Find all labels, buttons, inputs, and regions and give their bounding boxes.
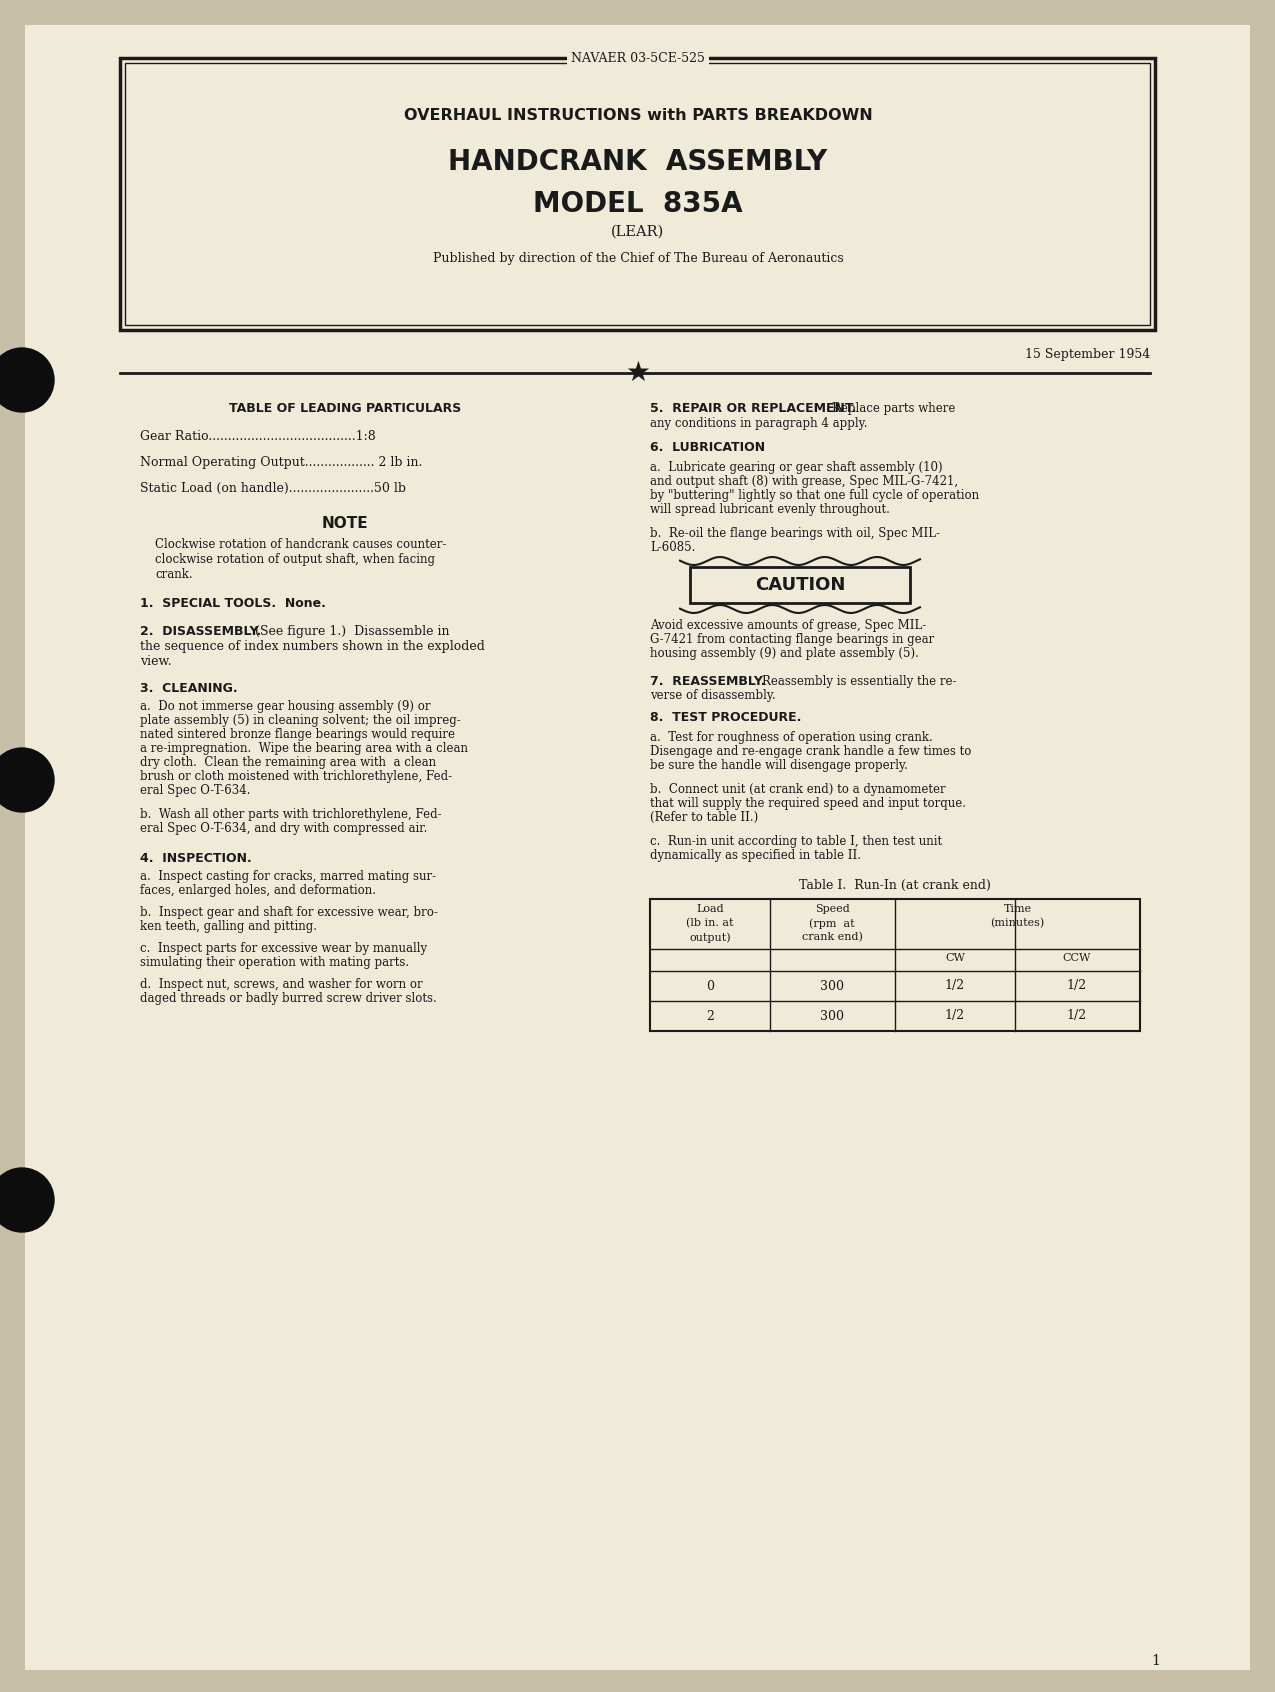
Text: Avoid excessive amounts of grease, Spec MIL-: Avoid excessive amounts of grease, Spec … <box>650 619 926 633</box>
Bar <box>650 898 1140 1030</box>
Text: 7.  REASSEMBLY.: 7. REASSEMBLY. <box>650 675 765 689</box>
Text: output): output) <box>690 932 731 942</box>
Text: b.  Re-oil the flange bearings with oil, Spec MIL-: b. Re-oil the flange bearings with oil, … <box>650 526 940 540</box>
Text: dynamically as specified in table II.: dynamically as specified in table II. <box>650 849 861 861</box>
Text: daged threads or badly burred screw driver slots.: daged threads or badly burred screw driv… <box>140 992 437 1005</box>
Text: Disengage and re-engage crank handle a few times to: Disengage and re-engage crank handle a f… <box>650 744 972 758</box>
Text: Reassembly is essentially the re-: Reassembly is essentially the re- <box>762 675 956 689</box>
Circle shape <box>0 349 54 411</box>
Text: Published by direction of the Chief of The Bureau of Aeronautics: Published by direction of the Chief of T… <box>432 252 843 266</box>
Text: a.  Inspect casting for cracks, marred mating sur-: a. Inspect casting for cracks, marred ma… <box>140 870 436 883</box>
Text: 3.  CLEANING.: 3. CLEANING. <box>140 682 237 695</box>
Text: L-6085.: L-6085. <box>650 541 695 553</box>
Text: (lb in. at: (lb in. at <box>686 919 733 929</box>
Text: by "buttering" lightly so that one full cycle of operation: by "buttering" lightly so that one full … <box>650 489 979 503</box>
Text: 4.  INSPECTION.: 4. INSPECTION. <box>140 853 251 865</box>
Text: clockwise rotation of output shaft, when facing: clockwise rotation of output shaft, when… <box>156 553 435 567</box>
Text: 1/2: 1/2 <box>945 1010 965 1022</box>
Text: the sequence of index numbers shown in the exploded: the sequence of index numbers shown in t… <box>140 640 484 653</box>
Text: Time: Time <box>1003 904 1031 914</box>
Text: nated sintered bronze flange bearings would require: nated sintered bronze flange bearings wo… <box>140 728 455 741</box>
Text: plate assembly (5) in cleaning solvent; the oil impreg-: plate assembly (5) in cleaning solvent; … <box>140 714 460 728</box>
Text: Table I.  Run-In (at crank end): Table I. Run-In (at crank end) <box>799 880 991 892</box>
Text: 2: 2 <box>706 1010 714 1022</box>
Text: housing assembly (9) and plate assembly (5).: housing assembly (9) and plate assembly … <box>650 646 919 660</box>
Text: (minutes): (minutes) <box>991 919 1044 929</box>
Text: 5.  REPAIR OR REPLACEMENT.: 5. REPAIR OR REPLACEMENT. <box>650 403 857 415</box>
Text: crank.: crank. <box>156 569 193 580</box>
Text: ★: ★ <box>626 359 650 387</box>
Text: ken teeth, galling and pitting.: ken teeth, galling and pitting. <box>140 920 317 932</box>
Text: G-7421 from contacting flange bearings in gear: G-7421 from contacting flange bearings i… <box>650 633 935 646</box>
Text: Gear Ratio......................................1:8: Gear Ratio..............................… <box>140 430 376 443</box>
Text: 1/2: 1/2 <box>1067 980 1088 993</box>
Bar <box>125 63 1150 325</box>
Text: NOTE: NOTE <box>321 516 368 531</box>
Text: 8.  TEST PROCEDURE.: 8. TEST PROCEDURE. <box>650 711 802 724</box>
Text: simulating their operation with mating parts.: simulating their operation with mating p… <box>140 956 409 970</box>
Text: 300: 300 <box>820 980 844 993</box>
Text: Static Load (on handle)......................50 lb: Static Load (on handle).................… <box>140 482 405 496</box>
Text: Normal Operating Output.................. 2 lb in.: Normal Operating Output.................… <box>140 457 422 469</box>
Text: brush or cloth moistened with trichlorethylene, Fed-: brush or cloth moistened with trichloret… <box>140 770 453 783</box>
Text: that will supply the required speed and input torque.: that will supply the required speed and … <box>650 797 966 810</box>
Text: 1/2: 1/2 <box>1067 1010 1088 1022</box>
Text: TABLE OF LEADING PARTICULARS: TABLE OF LEADING PARTICULARS <box>230 403 462 415</box>
Text: a.  Lubricate gearing or gear shaft assembly (10): a. Lubricate gearing or gear shaft assem… <box>650 460 942 474</box>
Text: CW: CW <box>945 953 965 963</box>
Text: Clockwise rotation of handcrank causes counter-: Clockwise rotation of handcrank causes c… <box>156 538 446 552</box>
Text: 1.  SPECIAL TOOLS.  None.: 1. SPECIAL TOOLS. None. <box>140 597 326 611</box>
Text: 15 September 1954: 15 September 1954 <box>1025 349 1150 360</box>
Text: (See figure 1.)  Disassemble in: (See figure 1.) Disassemble in <box>255 624 450 638</box>
Text: Load: Load <box>696 904 724 914</box>
Text: c.  Run-in unit according to table I, then test unit: c. Run-in unit according to table I, the… <box>650 834 942 848</box>
Text: Speed: Speed <box>815 904 849 914</box>
Text: MODEL  835A: MODEL 835A <box>533 190 743 218</box>
Text: crank end): crank end) <box>802 932 862 942</box>
Text: c.  Inspect parts for excessive wear by manually: c. Inspect parts for excessive wear by m… <box>140 942 427 954</box>
Text: (rpm  at: (rpm at <box>810 919 854 929</box>
Text: CCW: CCW <box>1063 953 1091 963</box>
Text: 1: 1 <box>1151 1655 1160 1668</box>
Text: any conditions in paragraph 4 apply.: any conditions in paragraph 4 apply. <box>650 416 867 430</box>
Text: d.  Inspect nut, screws, and washer for worn or: d. Inspect nut, screws, and washer for w… <box>140 978 422 992</box>
Text: 1/2: 1/2 <box>945 980 965 993</box>
Text: b.  Inspect gear and shaft for excessive wear, bro-: b. Inspect gear and shaft for excessive … <box>140 905 437 919</box>
Text: b.  Connect unit (at crank end) to a dynamometer: b. Connect unit (at crank end) to a dyna… <box>650 783 946 795</box>
Text: a.  Do not immerse gear housing assembly (9) or: a. Do not immerse gear housing assembly … <box>140 700 431 712</box>
Text: view.: view. <box>140 655 172 668</box>
Bar <box>690 567 910 602</box>
Text: CAUTION: CAUTION <box>755 575 845 594</box>
Text: 300: 300 <box>820 1010 844 1022</box>
Text: 6.  LUBRICATION: 6. LUBRICATION <box>650 442 765 453</box>
Text: 2.  DISASSEMBLY.: 2. DISASSEMBLY. <box>140 624 261 638</box>
Text: HANDCRANK  ASSEMBLY: HANDCRANK ASSEMBLY <box>449 147 827 176</box>
Text: a re-impregnation.  Wipe the bearing area with a clean: a re-impregnation. Wipe the bearing area… <box>140 743 468 755</box>
Text: (Refer to table II.): (Refer to table II.) <box>650 810 759 824</box>
Text: be sure the handle will disengage properly.: be sure the handle will disengage proper… <box>650 760 908 772</box>
Text: 0: 0 <box>706 980 714 993</box>
Circle shape <box>0 748 54 812</box>
Text: OVERHAUL INSTRUCTIONS with PARTS BREAKDOWN: OVERHAUL INSTRUCTIONS with PARTS BREAKDO… <box>404 108 872 124</box>
Text: faces, enlarged holes, and deformation.: faces, enlarged holes, and deformation. <box>140 883 376 897</box>
Text: Replace parts where: Replace parts where <box>833 403 955 415</box>
Text: will spread lubricant evenly throughout.: will spread lubricant evenly throughout. <box>650 503 890 516</box>
Text: (LEAR): (LEAR) <box>612 225 664 239</box>
Text: a.  Test for roughness of operation using crank.: a. Test for roughness of operation using… <box>650 731 933 744</box>
Text: and output shaft (8) with grease, Spec MIL-G-7421,: and output shaft (8) with grease, Spec M… <box>650 475 958 487</box>
Text: dry cloth.  Clean the remaining area with  a clean: dry cloth. Clean the remaining area with… <box>140 756 436 768</box>
Text: verse of disassembly.: verse of disassembly. <box>650 689 775 702</box>
Circle shape <box>0 1167 54 1232</box>
Text: eral Spec O-T-634.: eral Spec O-T-634. <box>140 783 250 797</box>
Text: b.  Wash all other parts with trichlorethylene, Fed-: b. Wash all other parts with trichloreth… <box>140 809 441 821</box>
Text: eral Spec O-T-634, and dry with compressed air.: eral Spec O-T-634, and dry with compress… <box>140 822 427 834</box>
Bar <box>120 58 1155 330</box>
Text: NAVAER 03-5CE-525: NAVAER 03-5CE-525 <box>571 52 705 66</box>
